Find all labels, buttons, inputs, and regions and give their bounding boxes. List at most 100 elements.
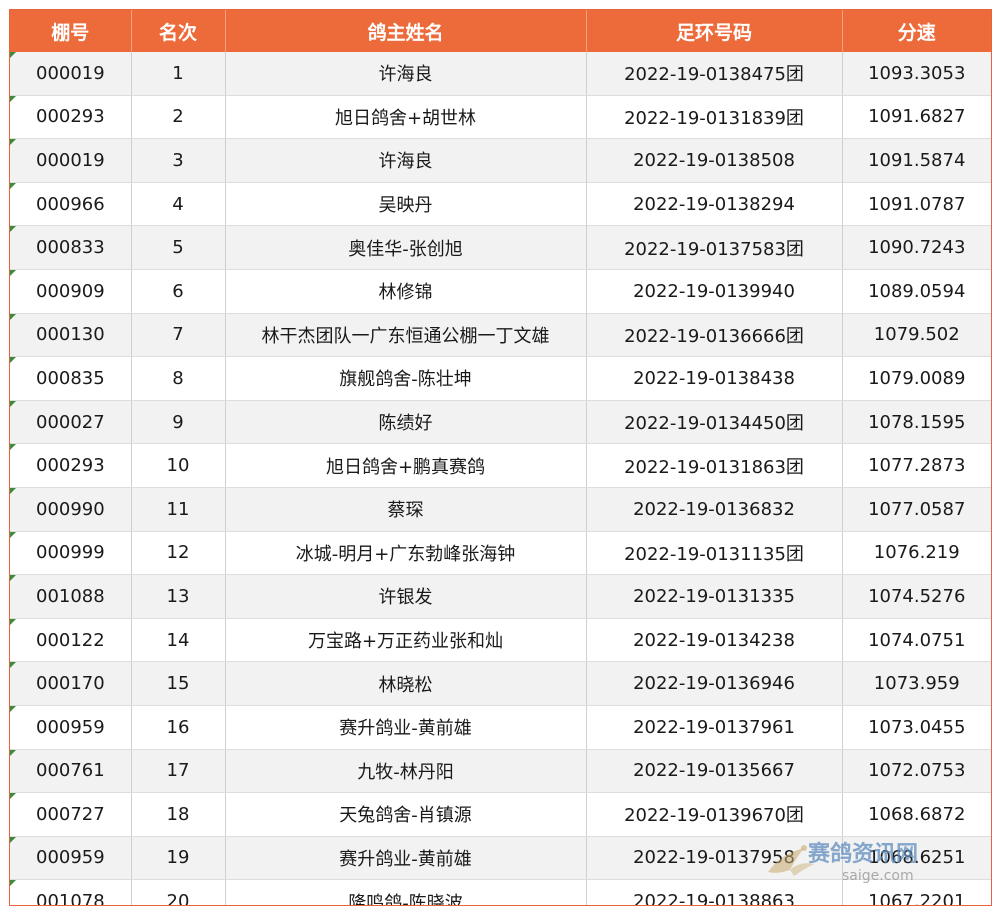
ring-number-cell: 2022-19-0131335	[586, 574, 843, 619]
shed-number-cell: 000959	[10, 836, 132, 881]
speed-cell: 1067.2201	[842, 879, 991, 905]
rank-cell: 9	[131, 400, 226, 445]
ring-number-cell: 2022-19-0134450团	[586, 400, 843, 445]
owner-name-cell: 许银发	[225, 574, 587, 619]
header-ring-number: 足环号码	[586, 10, 843, 52]
shed-number-cell: 000833	[10, 225, 132, 270]
speed-cell: 1074.5276	[842, 574, 991, 619]
rank-cell: 1	[131, 52, 226, 96]
table-row: 000293 10 旭日鸽舍+鹏真赛鸽 2022-19-0131863团 1077.28…	[10, 443, 991, 488]
rank-cell: 2	[131, 95, 226, 140]
table-row: 000959 19 赛升鸽业-黄前雄 2022-19-0137958 1068.6251	[10, 836, 991, 881]
speed-cell: 1090.7243	[842, 225, 991, 270]
header-owner-name: 鸽主姓名	[225, 10, 587, 52]
table-row: 000833 5 奥佳华-张创旭 2022-19-0137583团 1090.7243	[10, 225, 991, 270]
table-row: 000999 12 冰城-明月+广东勃峰张海钟 2022-19-0131135团 107…	[10, 531, 991, 576]
rank-cell: 18	[131, 792, 226, 837]
shed-number-cell: 000999	[10, 531, 132, 576]
rank-cell: 17	[131, 749, 226, 794]
rank-cell: 14	[131, 618, 226, 663]
rank-cell: 6	[131, 269, 226, 314]
owner-name-cell: 冰城-明月+广东勃峰张海钟	[225, 531, 587, 576]
speed-cell: 1077.2873	[842, 443, 991, 488]
speed-cell: 1089.0594	[842, 269, 991, 314]
ring-number-cell: 2022-19-0139940	[586, 269, 843, 314]
ring-number-cell: 2022-19-0138475团	[586, 52, 843, 96]
shed-number-cell: 000027	[10, 400, 132, 445]
speed-cell: 1073.0455	[842, 705, 991, 750]
owner-name-cell: 旗舰鸽舍-陈壮坤	[225, 356, 587, 401]
rank-cell: 20	[131, 879, 226, 905]
ring-number-cell: 2022-19-0135667	[586, 749, 843, 794]
rank-cell: 8	[131, 356, 226, 401]
speed-cell: 1079.0089	[842, 356, 991, 401]
shed-number-cell: 000019	[10, 52, 132, 96]
speed-cell: 1076.219	[842, 531, 991, 576]
owner-name-cell: 赛升鸽业-黄前雄	[225, 705, 587, 750]
ring-number-cell: 2022-19-0136946	[586, 661, 843, 706]
table-row: 000170 15 林晓松 2022-19-0136946 1073.959	[10, 661, 991, 706]
rank-cell: 11	[131, 487, 226, 532]
owner-name-cell: 许海良	[225, 52, 587, 96]
ring-number-cell: 2022-19-0139670团	[586, 792, 843, 837]
ring-number-cell: 2022-19-0131135团	[586, 531, 843, 576]
speed-cell: 1077.0587	[842, 487, 991, 532]
owner-name-cell: 万宝路+万正药业张和灿	[225, 618, 587, 663]
speed-cell: 1068.6251	[842, 836, 991, 881]
table-row: 000293 2 旭日鸽舍+胡世林 2022-19-0131839团 1091.6827	[10, 95, 991, 140]
rank-cell: 7	[131, 313, 226, 358]
rank-cell: 16	[131, 705, 226, 750]
ring-number-cell: 2022-19-0137583团	[586, 225, 843, 270]
owner-name-cell: 旭日鸽舍+胡世林	[225, 95, 587, 140]
speed-cell: 1073.959	[842, 661, 991, 706]
speed-cell: 1074.0751	[842, 618, 991, 663]
shed-number-cell: 000909	[10, 269, 132, 314]
shed-number-cell: 000293	[10, 443, 132, 488]
speed-cell: 1091.5874	[842, 138, 991, 183]
header-shed-number: 棚号	[10, 10, 132, 52]
table-row: 000966 4 吴映丹 2022-19-0138294 1091.0787	[10, 182, 991, 227]
shed-number-cell: 000170	[10, 661, 132, 706]
shed-number-cell: 000727	[10, 792, 132, 837]
owner-name-cell: 奥佳华-张创旭	[225, 225, 587, 270]
rank-cell: 15	[131, 661, 226, 706]
owner-name-cell: 吴映丹	[225, 182, 587, 227]
table-row: 000019 3 许海良 2022-19-0138508 1091.5874	[10, 138, 991, 183]
shed-number-cell: 001088	[10, 574, 132, 619]
speed-cell: 1079.502	[842, 313, 991, 358]
table-row: 000027 9 陈绩好 2022-19-0134450团 1078.1595	[10, 400, 991, 445]
table-row: 000122 14 万宝路+万正药业张和灿 2022-19-0134238 1074.0…	[10, 618, 991, 663]
owner-name-cell: 蔡琛	[225, 487, 587, 532]
results-table: 棚号 名次 鸽主姓名 足环号码 分速 000019 1 许海良 2022-19-013…	[10, 10, 991, 905]
shed-number-cell: 000019	[10, 138, 132, 183]
rank-cell: 5	[131, 225, 226, 270]
table-header-row: 棚号 名次 鸽主姓名 足环号码 分速	[10, 10, 991, 52]
rank-cell: 10	[131, 443, 226, 488]
ring-number-cell: 2022-19-0138863	[586, 879, 843, 905]
owner-name-cell: 林干杰团队一广东恒通公棚一丁文雄	[225, 313, 587, 358]
table-row: 000761 17 九牧-林丹阳 2022-19-0135667 1072.0753	[10, 749, 991, 794]
ring-number-cell: 2022-19-0138508	[586, 138, 843, 183]
table-row: 000019 1 许海良 2022-19-0138475团 1093.3053	[10, 52, 991, 96]
owner-name-cell: 隆鸣鸽-陈晓波	[225, 879, 587, 905]
ring-number-cell: 2022-19-0134238	[586, 618, 843, 663]
shed-number-cell: 000293	[10, 95, 132, 140]
shed-number-cell: 001078	[10, 879, 132, 905]
owner-name-cell: 旭日鸽舍+鹏真赛鸽	[225, 443, 587, 488]
shed-number-cell: 000959	[10, 705, 132, 750]
speed-cell: 1072.0753	[842, 749, 991, 794]
results-table-frame: 棚号 名次 鸽主姓名 足环号码 分速 000019 1 许海良 2022-19-013…	[9, 9, 992, 906]
table-row: 000959 16 赛升鸽业-黄前雄 2022-19-0137961 1073.0455	[10, 705, 991, 750]
table-row: 001078 20 隆鸣鸽-陈晓波 2022-19-0138863 1067.2201	[10, 879, 991, 905]
rank-cell: 4	[131, 182, 226, 227]
table-row: 000130 7 林干杰团队一广东恒通公棚一丁文雄 2022-19-0136666团 1…	[10, 313, 991, 358]
owner-name-cell: 赛升鸽业-黄前雄	[225, 836, 587, 881]
table-row: 000727 18 天兔鸽舍-肖镇源 2022-19-0139670团 1068.687…	[10, 792, 991, 837]
shed-number-cell: 000761	[10, 749, 132, 794]
rank-cell: 12	[131, 531, 226, 576]
ring-number-cell: 2022-19-0137961	[586, 705, 843, 750]
speed-cell: 1091.6827	[842, 95, 991, 140]
speed-cell: 1091.0787	[842, 182, 991, 227]
table-row: 001088 13 许银发 2022-19-0131335 1074.5276	[10, 574, 991, 619]
owner-name-cell: 林修锦	[225, 269, 587, 314]
